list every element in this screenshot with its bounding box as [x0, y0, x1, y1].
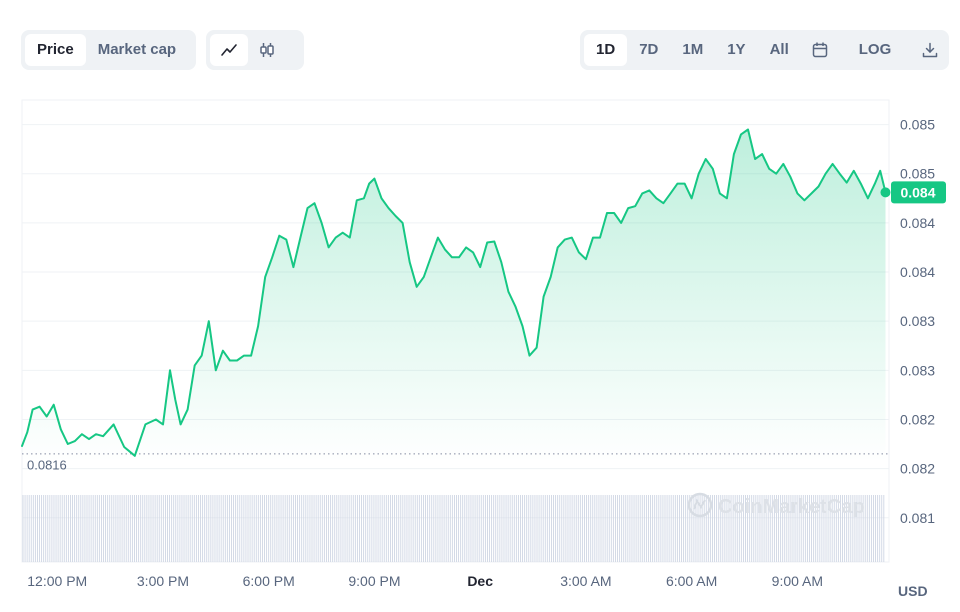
x-tick-label: 6:00 PM — [243, 573, 295, 589]
tab-1y[interactable]: 1Y — [727, 41, 746, 58]
y-tick-label: 0.082 — [900, 411, 935, 427]
tab-1d[interactable]: 1D — [584, 34, 628, 66]
candlestick-icon — [260, 43, 274, 57]
y-tick-label: 0.082 — [900, 461, 935, 477]
current-price-dot — [880, 187, 891, 198]
watermark-text: CoinMarketCap — [718, 496, 865, 518]
price-area — [22, 129, 886, 462]
y-tick-label: 0.084 — [900, 264, 935, 280]
line-chart-icon — [221, 44, 237, 56]
calendar-button[interactable] — [801, 34, 839, 66]
y-tick-label: 0.083 — [900, 362, 935, 378]
x-tick-label: 9:00 AM — [772, 573, 823, 589]
reference-line-label: 0.0816 — [27, 457, 67, 472]
y-tick-label: 0.085 — [900, 117, 935, 133]
x-tick-label: 12:00 PM — [27, 573, 87, 589]
calendar-icon — [812, 42, 827, 58]
x-tick-label: 6:00 AM — [666, 573, 717, 589]
tab-market-cap[interactable]: Market cap — [97, 41, 177, 58]
chart-style-toggle — [206, 30, 304, 70]
price-line — [21, 128, 887, 457]
download-icon — [923, 42, 938, 58]
x-tick-label: Dec — [467, 573, 493, 589]
tab-7d[interactable]: 7D — [639, 41, 659, 58]
y-tick-label: 0.083 — [900, 313, 935, 329]
coinmarketcap-logo-icon — [687, 492, 713, 518]
candlestick-button[interactable] — [248, 34, 286, 66]
tab-price[interactable]: Price — [25, 34, 86, 66]
coinmarketcap-logo-mark — [693, 498, 706, 510]
x-tick-label: 3:00 PM — [137, 573, 189, 589]
current-price-label: 0.084 — [900, 184, 935, 200]
download-button[interactable] — [911, 34, 949, 66]
y-tick-label: 0.085 — [900, 166, 935, 182]
time-range-toggle: 1D 7D 1M 1Y All LOG — [580, 30, 949, 70]
current-price-badge — [891, 181, 946, 204]
metric-toggle: Price Market cap — [21, 30, 196, 70]
y-tick-label: 0.081 — [900, 510, 935, 526]
tab-all[interactable]: All — [769, 41, 789, 58]
plot-frame — [21, 99, 890, 563]
x-tick-label: 3:00 AM — [560, 573, 611, 589]
log-scale-button[interactable]: LOG — [858, 41, 892, 58]
tab-1m[interactable]: 1M — [682, 41, 704, 58]
currency-label: USD — [898, 583, 928, 599]
y-tick-label: 0.084 — [900, 215, 935, 231]
line-chart-button[interactable] — [210, 34, 248, 66]
x-tick-label: 9:00 PM — [348, 573, 400, 589]
watermark: CoinMarketCap — [687, 492, 865, 518]
